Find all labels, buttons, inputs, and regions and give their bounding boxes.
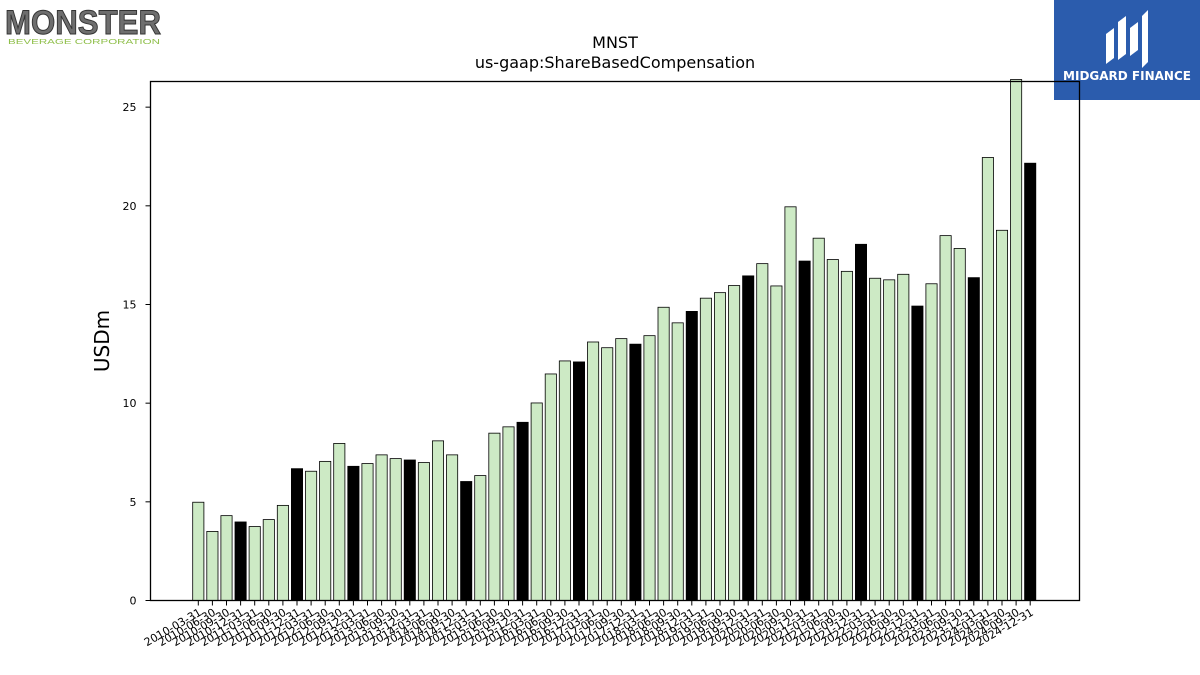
- midgard-finance-logo: MIDGARD FINANCE: [1054, 0, 1200, 100]
- bar-2013-03-31: [361, 463, 374, 601]
- bar-2021-09-30: [840, 270, 853, 601]
- midgard-mark-icon: MIDGARD FINANCE: [1063, 10, 1191, 83]
- bar-2010-12-31: [234, 521, 247, 601]
- bars-group: [192, 79, 1037, 601]
- bar-2018-06-30: [657, 306, 670, 601]
- bar-2011-09-30: [276, 504, 289, 601]
- bar-2019-03-31: [699, 297, 712, 601]
- bar-2011-12-31: [290, 468, 303, 601]
- bar-2022-09-30: [897, 273, 910, 601]
- bar-2012-03-31: [305, 470, 318, 601]
- bar-2010-03-31: [192, 501, 205, 601]
- y-tick-label: 20: [123, 200, 137, 213]
- bar-2015-12-31: [516, 421, 529, 601]
- bar-2016-06-30: [544, 373, 557, 601]
- bar-2017-09-30: [615, 338, 628, 601]
- bar-2013-09-30: [389, 458, 402, 601]
- bar-2018-03-31: [643, 335, 656, 601]
- bar-2011-06-30: [262, 519, 275, 601]
- bar-2017-12-31: [629, 343, 642, 601]
- y-tick-label: 0: [130, 595, 137, 608]
- bar-2019-06-30: [714, 292, 727, 601]
- bar-2022-12-31: [911, 305, 924, 601]
- bar-2016-12-31: [573, 361, 586, 601]
- y-tick-label: 15: [123, 298, 137, 311]
- logo-tagline: BEVERAGE CORPORATION: [8, 39, 160, 46]
- bar-2012-06-30: [319, 460, 332, 601]
- bar-2018-12-31: [685, 310, 698, 601]
- y-tick-label: 10: [123, 397, 137, 410]
- bar-2014-03-31: [417, 462, 430, 601]
- bar-2024-09-30: [1010, 79, 1023, 601]
- bar-2020-03-31: [756, 263, 769, 601]
- bar-2020-09-30: [784, 206, 797, 601]
- y-tick-label: 5: [130, 496, 137, 509]
- bar-2010-09-30: [220, 515, 233, 601]
- logo-wordmark: MONSTER: [5, 4, 161, 42]
- bar-2022-03-31: [869, 277, 882, 601]
- chart-title: MNST: [592, 33, 638, 52]
- bar-2022-06-30: [883, 279, 896, 601]
- bar-2013-12-31: [403, 459, 416, 601]
- bar-2013-06-30: [375, 454, 388, 601]
- bar-2023-06-30: [939, 235, 952, 601]
- y-tick-label: 25: [123, 101, 137, 114]
- bar-2023-03-31: [925, 283, 938, 601]
- bar-2019-12-31: [742, 275, 755, 601]
- bar-2021-03-31: [812, 237, 825, 601]
- bar-2012-12-31: [347, 465, 360, 601]
- bar-2015-09-30: [502, 426, 515, 601]
- bar-2018-09-30: [671, 322, 684, 601]
- bar-2021-12-31: [855, 243, 868, 601]
- monster-logo: MONSTER BEVERAGE CORPORATION: [5, 4, 162, 46]
- y-axis: 0 5 10 15 20 25: [123, 101, 151, 608]
- chart-subtitle: us-gaap:ShareBasedCompensation: [475, 53, 755, 72]
- bar-2024-06-30: [996, 229, 1009, 601]
- bar-2017-06-30: [601, 347, 614, 601]
- bar-2024-12-31: [1024, 162, 1037, 601]
- bar-2015-03-31: [474, 475, 487, 601]
- bar-2015-06-30: [488, 432, 501, 601]
- bar-2021-06-30: [826, 259, 839, 601]
- bar-2016-09-30: [558, 360, 571, 601]
- bar-2014-12-31: [460, 481, 473, 601]
- bar-2010-06-30: [206, 531, 219, 601]
- bar-2014-06-30: [431, 440, 444, 601]
- bar-2019-09-30: [728, 285, 741, 601]
- y-axis-label: USDm: [90, 310, 114, 372]
- bar-2020-12-31: [798, 260, 811, 601]
- bar-2024-03-31: [981, 157, 994, 601]
- bar-2016-03-31: [530, 402, 543, 601]
- logo-name: MIDGARD FINANCE: [1063, 69, 1191, 83]
- plot-frame: [149, 80, 1081, 602]
- bar-2012-09-30: [333, 443, 346, 601]
- bar-2023-12-31: [967, 277, 980, 601]
- bar-2020-06-30: [770, 285, 783, 601]
- bar-2014-09-30: [446, 454, 459, 601]
- bar-2023-09-30: [953, 248, 966, 601]
- bar-2011-03-31: [248, 526, 261, 601]
- x-axis: 2010-03-312010-06-302010-09-302010-12-31…: [142, 600, 1036, 649]
- bar-2017-03-31: [587, 341, 600, 601]
